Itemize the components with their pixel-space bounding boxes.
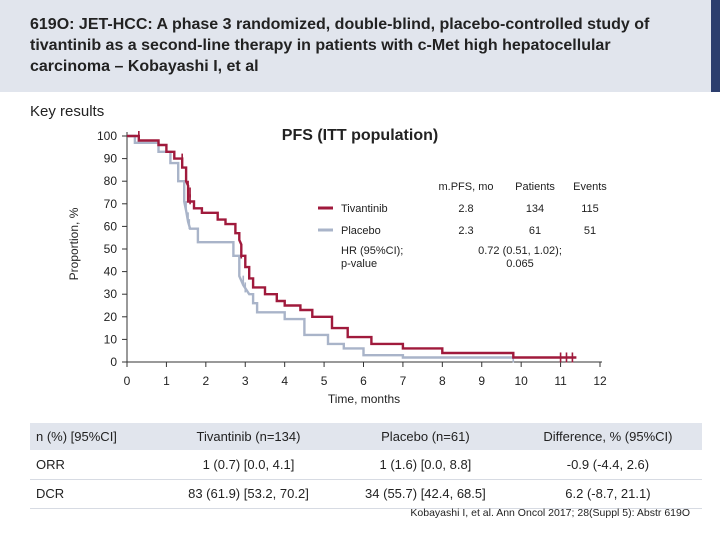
legend-header: Events (573, 181, 607, 193)
legend-value: 51 (584, 225, 596, 237)
table-cell: 6.2 (-8.7, 21.1) (513, 479, 702, 509)
series-line-placebo (127, 134, 514, 359)
y-tick-label: 30 (104, 287, 118, 301)
legend-series-name: Placebo (341, 225, 381, 237)
legend-value: 2.3 (458, 225, 473, 237)
table-cell: DCR (30, 479, 160, 509)
x-axis-label: Time, months (328, 392, 400, 406)
x-tick-label: 8 (439, 374, 446, 388)
y-tick-label: 10 (104, 332, 118, 346)
results-table: n (%) [95%CI] Tivantinib (n=134) Placebo… (30, 423, 702, 509)
y-tick-label: 60 (104, 219, 118, 233)
table-row: DCR 83 (61.9) [53.2, 70.2] 34 (55.7) [42… (30, 479, 702, 509)
table-header: Difference, % (95%CI) (513, 423, 702, 450)
x-tick-label: 12 (593, 374, 607, 388)
legend-value: 61 (529, 225, 541, 237)
y-tick-label: 50 (104, 242, 118, 256)
table-row: ORR 1 (0.7) [0.0, 4.1] 1 (1.6) [0.0, 8.8… (30, 450, 702, 480)
slide-title: 619O: JET-HCC: A phase 3 randomized, dou… (30, 16, 650, 75)
y-tick-label: 100 (97, 129, 117, 143)
legend-value: 2.8 (458, 203, 473, 215)
legend-series-name: Tivantinib (341, 203, 388, 215)
y-tick-label: 90 (104, 152, 118, 166)
x-tick-label: 6 (360, 374, 367, 388)
citation: Kobayashi I, et al. Ann Oncol 2017; 28(S… (410, 507, 690, 519)
section-label: Key results (30, 103, 105, 120)
x-tick-label: 5 (321, 374, 328, 388)
km-chart: PFS (ITT population) Proportion, % Time,… (67, 127, 607, 406)
chart-title: PFS (ITT population) (282, 127, 438, 144)
x-tick-label: 0 (124, 374, 131, 388)
legend: m.PFS, mo Patients Events Tivantinib 2.8 134 1… (318, 181, 607, 270)
table-cell: 83 (61.9) [53.2, 70.2] (160, 479, 337, 509)
y-tick-label: 20 (104, 310, 118, 324)
table-cell: ORR (30, 450, 160, 480)
table-cell: 1 (0.7) [0.0, 4.1] (160, 450, 337, 480)
legend-value: 115 (581, 203, 599, 215)
x-tick-label: 2 (202, 374, 209, 388)
x-tick-label: 1 (163, 374, 170, 388)
x-tick-label: 4 (281, 374, 288, 388)
y-tick-label: 80 (104, 174, 118, 188)
x-tick-label: 7 (400, 374, 407, 388)
legend-value: 134 (526, 203, 544, 215)
hr-value: 0.72 (0.51, 1.02); 0.065 (478, 245, 562, 270)
x-tick-label: 11 (554, 374, 567, 388)
y-tick-label: 40 (104, 265, 118, 279)
hr-label: HR (95%CI); p-value (341, 245, 406, 270)
legend-header: m.PFS, mo (438, 181, 493, 193)
table-cell: 34 (55.7) [42.4, 68.5] (336, 479, 514, 509)
table-cell: -0.9 (-4.4, 2.6) (513, 450, 702, 480)
y-axis-label: Proportion, % (67, 207, 81, 280)
table-header: n (%) [95%CI] (30, 423, 160, 450)
km-curves (127, 131, 577, 363)
x-tick-label: 3 (242, 374, 249, 388)
x-tick-label: 9 (478, 374, 485, 388)
table-header-row: n (%) [95%CI] Tivantinib (n=134) Placebo… (30, 423, 702, 450)
legend-header: Patients (515, 181, 555, 193)
table-header: Tivantinib (n=134) (160, 423, 337, 450)
table-cell: 1 (1.6) [0.0, 8.8] (336, 450, 514, 480)
table-header: Placebo (n=61) (336, 423, 514, 450)
x-tick-label: 10 (514, 374, 528, 388)
y-tick-label: 0 (110, 355, 117, 369)
y-tick-label: 70 (104, 197, 118, 211)
header-banner: 619O: JET-HCC: A phase 3 randomized, dou… (0, 0, 720, 92)
